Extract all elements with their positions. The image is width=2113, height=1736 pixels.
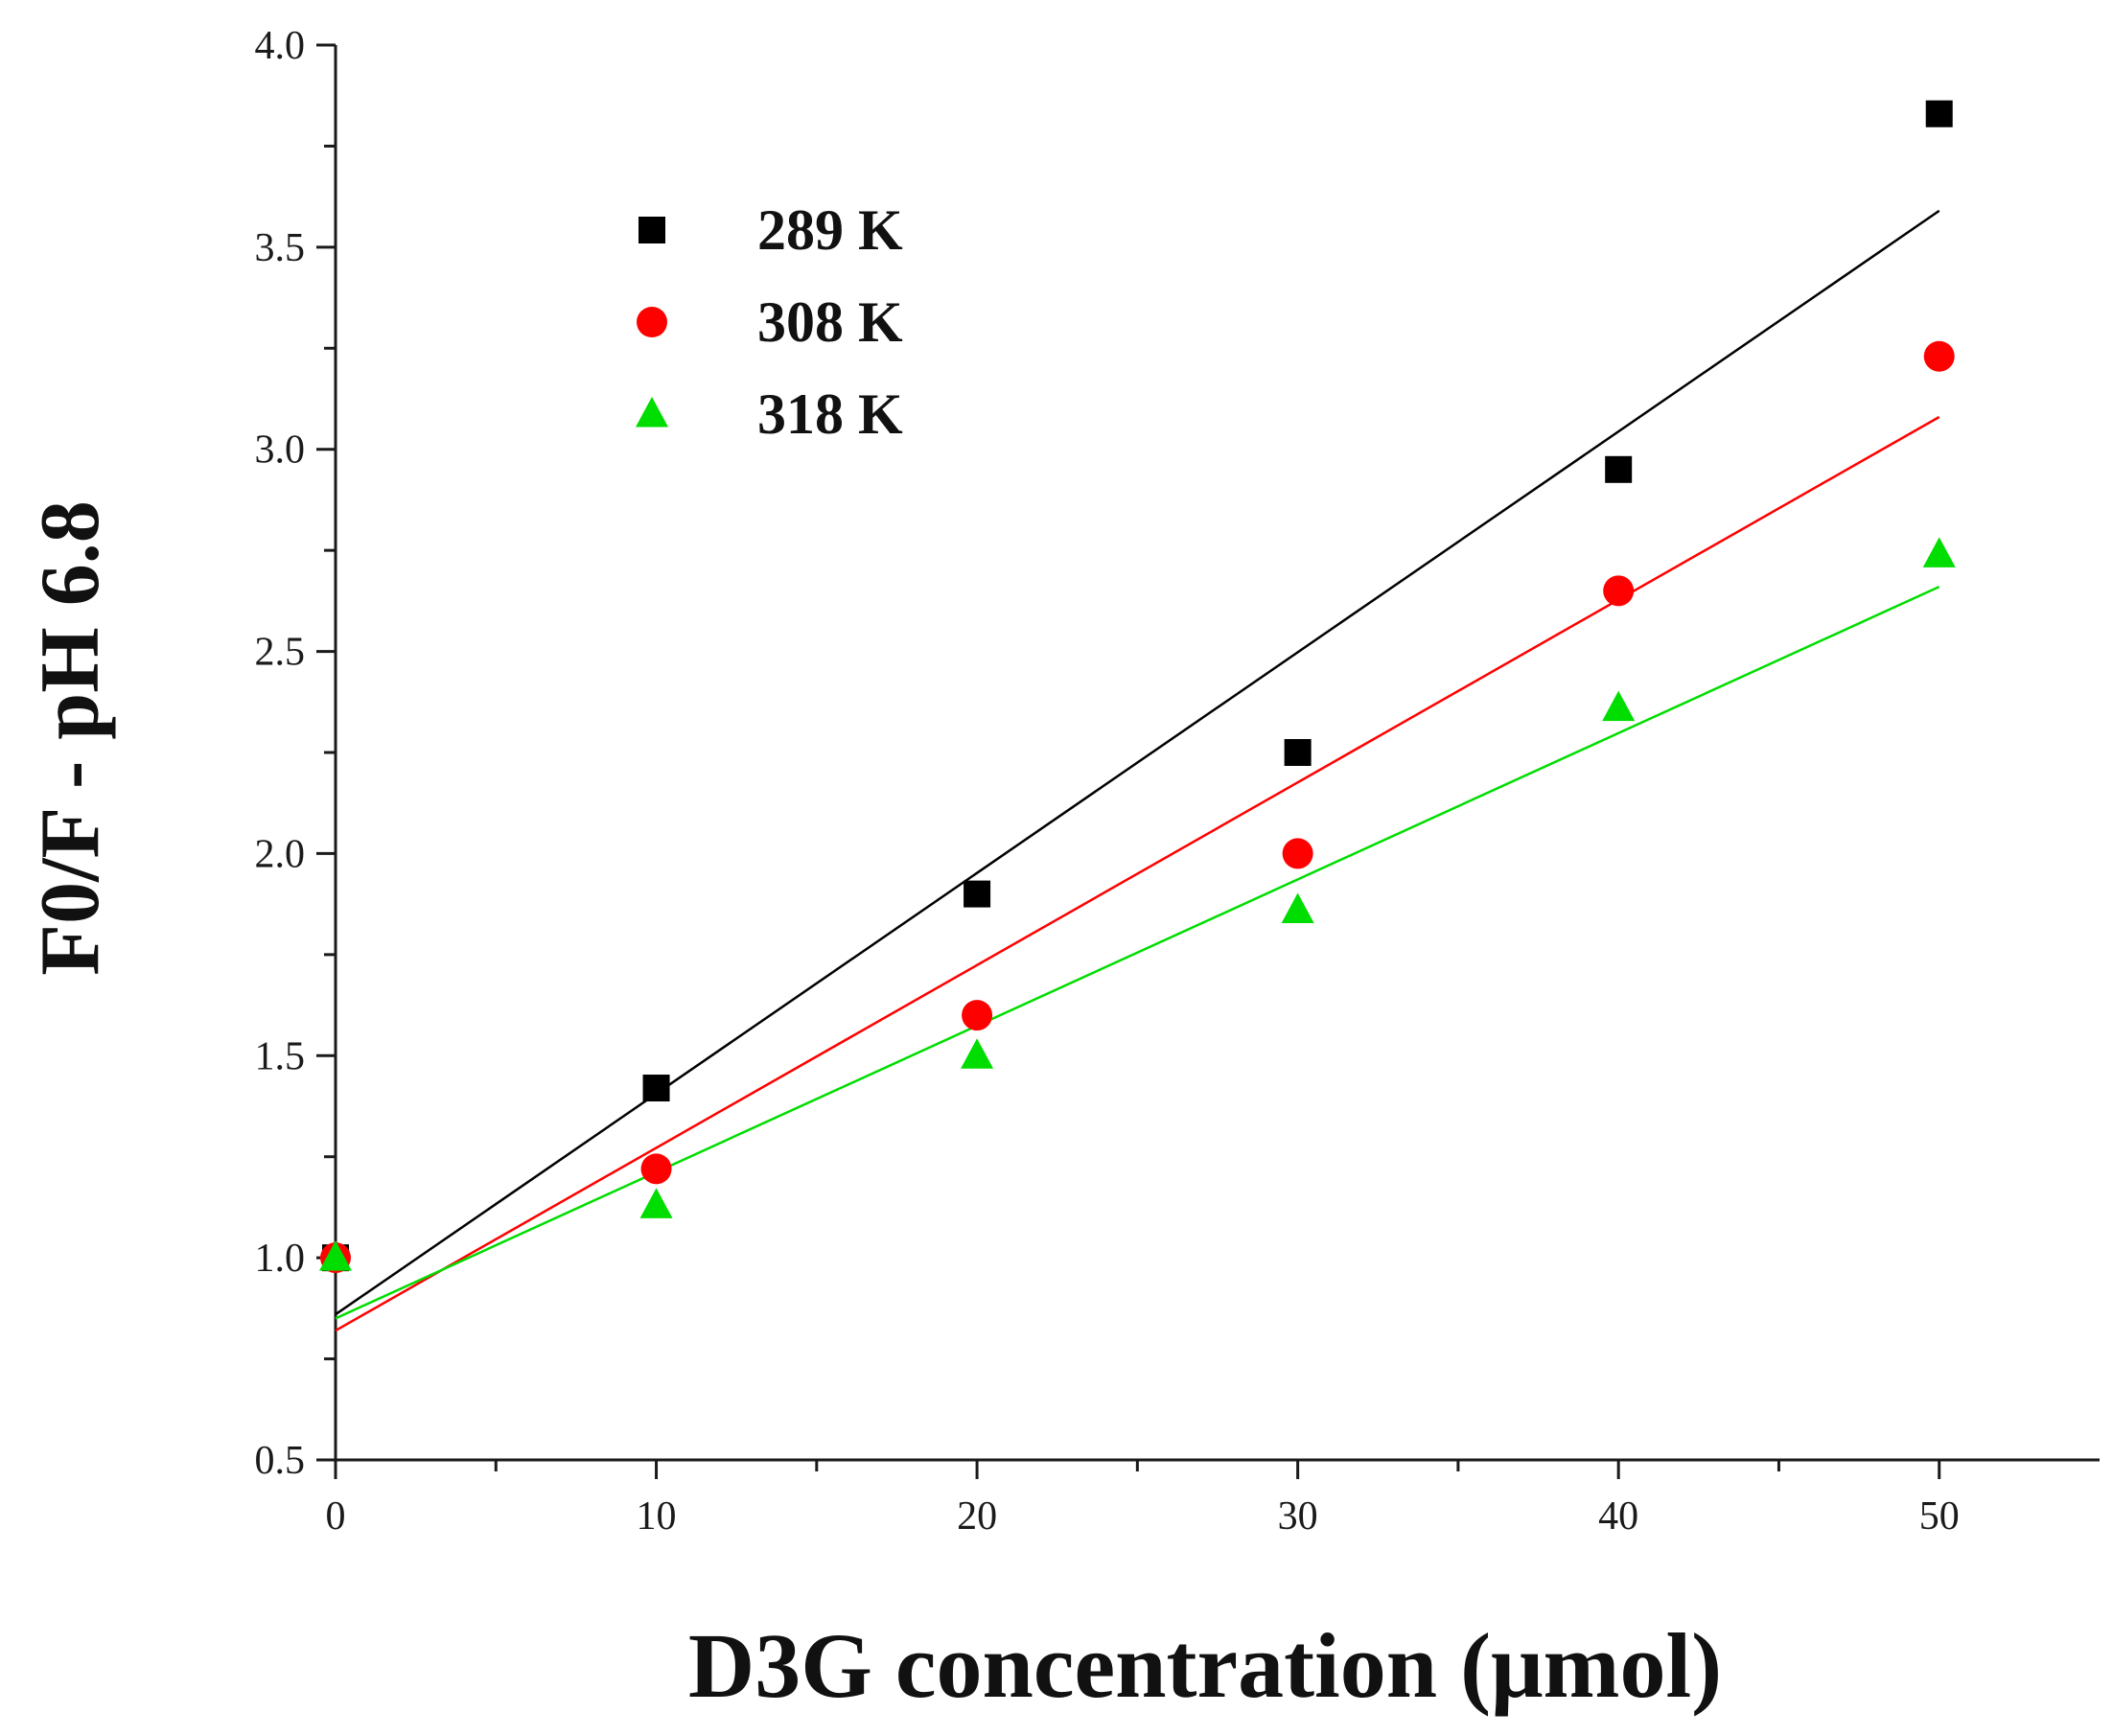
legend-marker-0 xyxy=(639,217,665,243)
x-tick-label-50: 50 xyxy=(1919,1494,1960,1539)
y-tick-label-0.5: 0.5 xyxy=(255,1439,306,1483)
legend-marker-2 xyxy=(636,397,668,428)
y-tick-label-1: 1.0 xyxy=(255,1237,306,1281)
data-point-s1-2 xyxy=(962,1000,993,1031)
x-tick-label-0: 0 xyxy=(326,1494,346,1539)
x-axis-title: D3G concentration (μmol) xyxy=(688,1614,1722,1717)
data-point-s0-3 xyxy=(1284,739,1312,766)
data-point-s0-4 xyxy=(1605,455,1633,483)
y-tick-label-3: 3.0 xyxy=(255,428,306,473)
data-point-s2-3 xyxy=(1281,892,1314,923)
x-tick-label-30: 30 xyxy=(1278,1494,1318,1539)
legend-label-0: 289 K xyxy=(757,198,903,262)
y-tick-label-2.5: 2.5 xyxy=(255,631,306,675)
x-tick-label-10: 10 xyxy=(637,1494,677,1539)
y-tick-label-2: 2.0 xyxy=(255,832,306,876)
legend-label-1: 308 K xyxy=(757,290,903,354)
data-point-s2-1 xyxy=(639,1188,673,1218)
data-point-s2-5 xyxy=(1922,537,1956,567)
y-tick-label-4: 4.0 xyxy=(255,24,306,68)
legend-label-2: 318 K xyxy=(757,382,903,446)
data-point-s2-4 xyxy=(1602,690,1636,722)
fit-lines xyxy=(335,209,1940,1332)
fit-line-1 xyxy=(335,415,1940,1332)
data-point-s0-2 xyxy=(964,880,991,908)
y-tick-label-3.5: 3.5 xyxy=(255,226,306,270)
fit-line-2 xyxy=(335,585,1940,1320)
data-point-s1-5 xyxy=(1923,340,1955,372)
data-markers xyxy=(319,100,1956,1274)
data-point-s1-4 xyxy=(1603,575,1635,607)
legend: 289 K 308 K 318 K xyxy=(636,198,903,446)
data-point-s2-0 xyxy=(319,1240,352,1271)
y-tick-label-1.5: 1.5 xyxy=(255,1034,306,1078)
legend-marker-1 xyxy=(637,307,667,337)
x-tick-label-20: 20 xyxy=(957,1494,997,1539)
data-point-s2-2 xyxy=(961,1038,994,1069)
axes: 0 10 20 30 40 50 0.5 1.0 1.5 2.0 2.5 3.0 3.5 4.0 xyxy=(255,24,2100,1539)
y-axis-title: F0/F - pH 6.8 xyxy=(24,500,117,975)
data-point-s1-3 xyxy=(1282,838,1313,869)
fit-line-0 xyxy=(335,209,1940,1316)
data-point-s0-1 xyxy=(642,1075,670,1102)
data-point-s0-5 xyxy=(1925,100,1953,127)
data-point-s1-1 xyxy=(640,1153,672,1185)
x-tick-label-40: 40 xyxy=(1598,1494,1638,1539)
